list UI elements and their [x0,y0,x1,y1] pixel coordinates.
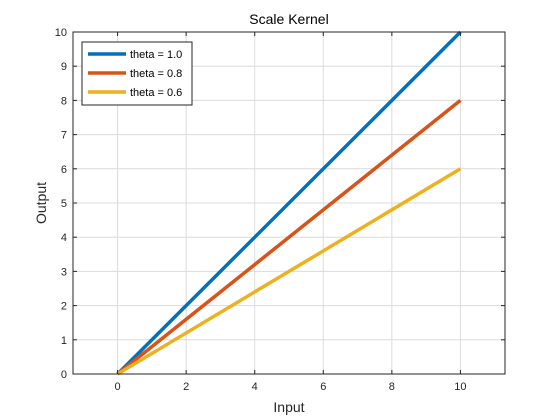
x-tick-label: 6 [320,381,326,393]
legend-label: theta = 0.8 [130,68,182,80]
x-tick-label: 2 [183,381,189,393]
y-tick-label: 0 [61,369,67,381]
y-axis-label: Output [33,182,49,224]
series-line [116,30,462,376]
x-tick-label: 10 [454,381,466,393]
y-tick-label: 1 [61,335,67,347]
legend-label: theta = 1.0 [130,49,182,61]
y-tick-label: 7 [61,130,67,142]
x-tick-label: 8 [389,381,395,393]
x-tick-label: 0 [115,381,121,393]
y-tick-label: 5 [61,198,67,210]
y-tick-label: 6 [61,164,67,176]
y-tick-label: 9 [61,61,67,73]
chart-title: Scale Kernel [249,11,328,27]
x-axis-label: Input [273,399,304,415]
y-tick-label: 2 [61,301,67,313]
legend: theta = 1.0 theta = 0.8 theta = 0.6 [81,41,193,106]
ticks: 0 2 4 6 8 10 0 1 2 3 4 5 6 7 8 9 10 [55,27,505,393]
y-tick-label: 4 [61,232,67,244]
y-tick-label: 8 [61,95,67,107]
legend-label: theta = 0.6 [130,87,182,99]
x-tick-label: 4 [252,381,258,393]
series-layer [116,30,462,376]
series-line [116,167,462,376]
y-tick-label: 10 [55,27,67,39]
series-line [116,99,462,376]
y-tick-label: 3 [61,266,67,278]
